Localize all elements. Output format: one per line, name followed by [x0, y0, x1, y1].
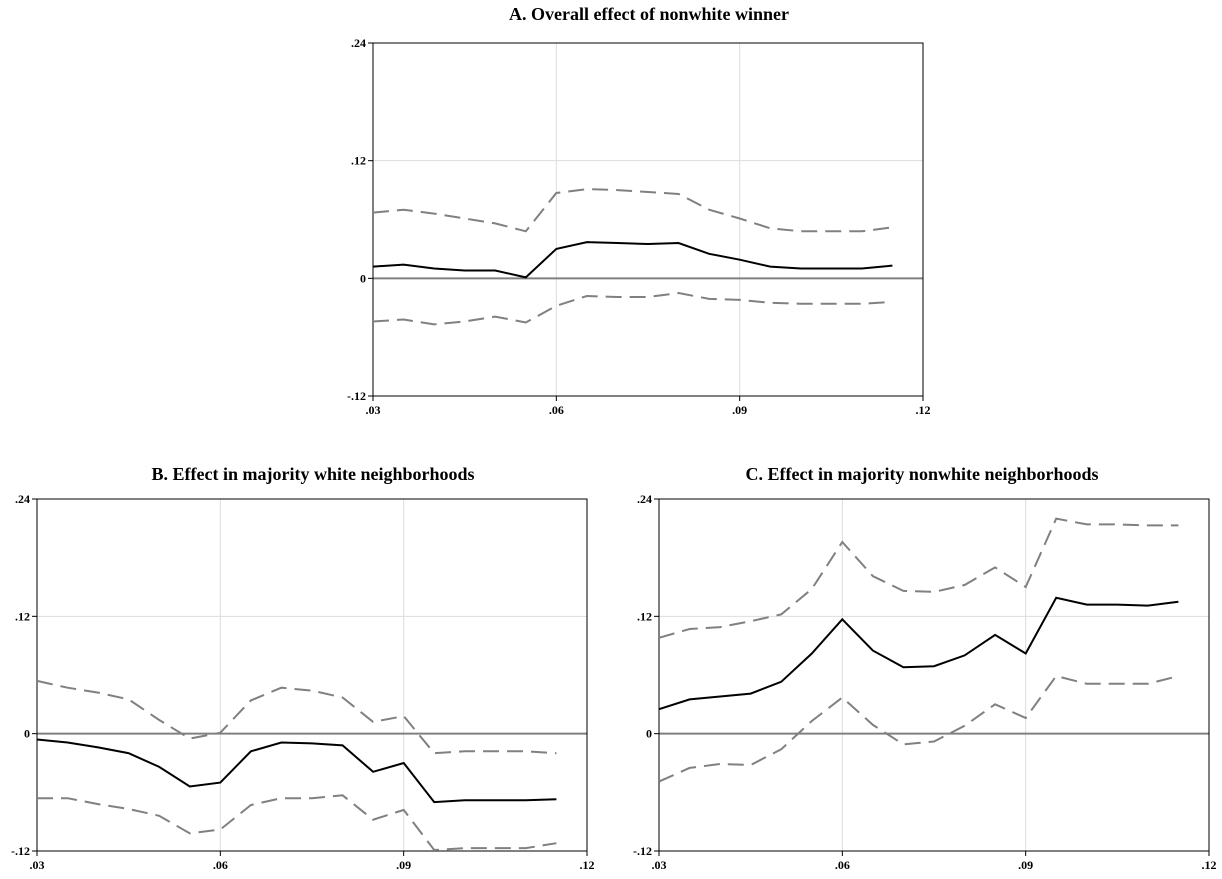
panel-b-y-tick-label: .12 [15, 609, 30, 623]
panel-b-title: B. Effect in majority white neighborhood… [152, 464, 475, 484]
panel-b-y-tick-label: .24 [15, 492, 30, 506]
panel-b-x-tick-label: .03 [30, 858, 45, 872]
panel-b-upper-ci-line [36, 679, 557, 755]
panel-c-lower-ci-line [658, 674, 1179, 783]
panel-b-estimate-line [36, 738, 557, 804]
panel-a-y-tick-label: .12 [351, 154, 366, 168]
panel-a-y-tick-label: .24 [351, 36, 366, 50]
panel-a-x-tick-label: .09 [732, 403, 747, 417]
panel-a-lower-ci-line [372, 291, 893, 326]
panel-a-estimate-line [372, 241, 893, 279]
panel-c-y-tick-label: 0 [646, 727, 652, 741]
panel-c-y-tick-label: .12 [637, 609, 652, 623]
panel-a-plot-frame [372, 42, 924, 397]
panel-a-y-tick-label: 0 [360, 271, 366, 285]
panel-c: C. Effect in majority nonwhite neighborh… [633, 464, 1217, 872]
panel-c-y-tick-label: -.12 [633, 844, 652, 858]
panel-c-x-tick-label: .03 [652, 858, 667, 872]
panel-a: A. Overall effect of nonwhite winner .03… [347, 4, 931, 417]
panel-b-y-tick-label: -.12 [11, 844, 30, 858]
panel-a-x-tick-label: .06 [549, 403, 564, 417]
panel-a-title: A. Overall effect of nonwhite winner [509, 4, 789, 24]
panel-c-x-tick-label: .09 [1018, 858, 1033, 872]
panel-a-y-tick-label: -.12 [347, 389, 366, 403]
panel-c-x-tick-label: .06 [835, 858, 850, 872]
panel-b-x-tick-label: .09 [396, 858, 411, 872]
panel-b-x-tick-label: .12 [580, 858, 595, 872]
panel-c-x-tick-label: .12 [1202, 858, 1217, 872]
panel-c-title: C. Effect in majority nonwhite neighborh… [745, 464, 1098, 484]
panel-b: B. Effect in majority white neighborhood… [11, 464, 595, 872]
panel-a-upper-ci-line [372, 188, 893, 233]
panel-c-y-tick-label: .24 [637, 492, 652, 506]
panel-b-x-tick-label: .06 [213, 858, 228, 872]
panel-c-estimate-line [658, 596, 1179, 711]
panel-b-lower-ci-line [37, 794, 557, 852]
panel-c-plot-frame [658, 498, 1210, 852]
panel-a-x-tick-label: .03 [366, 403, 381, 417]
panel-a-x-tick-label: .12 [916, 403, 931, 417]
panel-c-upper-ci-line [658, 517, 1179, 639]
panel-b-plot-frame [36, 498, 588, 852]
panel-b-y-tick-label: 0 [24, 727, 30, 741]
